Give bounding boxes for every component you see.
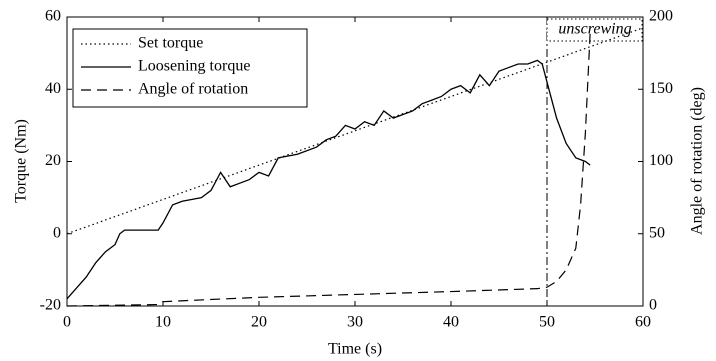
y2-tick-label: 150	[649, 80, 673, 97]
y-tick-label: 40	[45, 80, 61, 97]
y-tick-label: 60	[45, 8, 61, 25]
line-series	[66, 59, 591, 300]
annotation-text: unscrewing	[558, 21, 631, 38]
x-tick-label: 0	[63, 314, 71, 331]
x-tick-label: 50	[539, 314, 555, 331]
y2-tick-label: 50	[649, 224, 665, 241]
legend-label: Loosening torque	[138, 58, 250, 75]
y2-axis-label: Angle of rotation (deg)	[689, 87, 706, 235]
x-tick-label: 20	[251, 314, 267, 331]
y-tick-label: -20	[40, 297, 61, 314]
y-tick-label: 20	[45, 152, 61, 169]
x-tick-label: 40	[443, 314, 459, 331]
legend-label: Angle of rotation	[138, 81, 248, 98]
y2-tick-label: 200	[649, 8, 673, 25]
y2-tick-label: 0	[649, 297, 657, 314]
x-tick-label: 30	[347, 314, 363, 331]
legend-box	[72, 28, 308, 108]
legend-label: Set torque	[138, 35, 203, 52]
y2-tick-label: 100	[649, 152, 673, 169]
x-tick-label: 60	[635, 314, 651, 331]
line-series	[66, 31, 591, 307]
annotation-box	[546, 18, 643, 42]
line-series	[66, 27, 644, 235]
y-axis-label: Torque (Nm)	[13, 119, 30, 203]
y-tick-label: 0	[53, 224, 61, 241]
x-tick-label: 10	[155, 314, 171, 331]
x-axis-label: Time (s)	[328, 341, 382, 358]
plot-frame	[66, 16, 644, 307]
